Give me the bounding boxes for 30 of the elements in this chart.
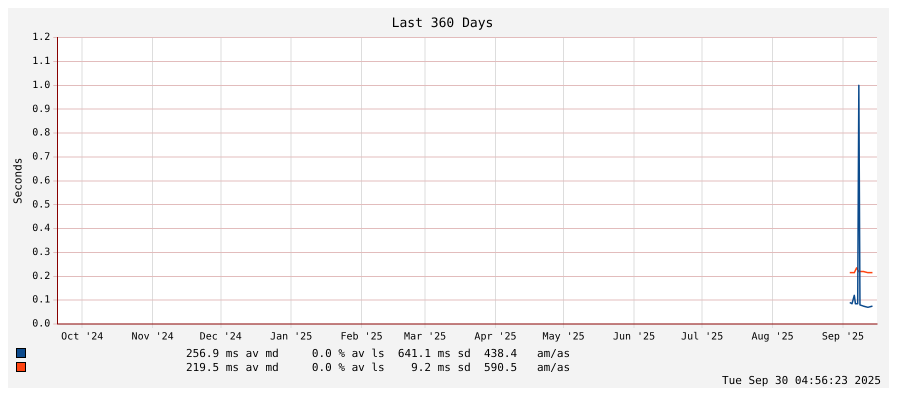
x-tick-label: Sep '25 bbox=[822, 332, 864, 343]
y-tick-label: 0.0 bbox=[32, 318, 50, 330]
x-tick-label: Mar '25 bbox=[404, 332, 446, 343]
chart-title: Last 360 Days bbox=[392, 16, 494, 32]
x-tick-label: Feb '25 bbox=[340, 332, 383, 343]
x-tick-label: Jun '25 bbox=[612, 332, 656, 343]
x-tick-label: Nov '24 bbox=[132, 332, 174, 343]
x-tick-label: Dec '24 bbox=[200, 332, 242, 343]
y-tick-label: 0.1 bbox=[32, 294, 50, 306]
y-tick-label: 0.5 bbox=[32, 199, 50, 210]
y-tick-label: 0.7 bbox=[32, 152, 50, 163]
y-tick-label: 1.1 bbox=[32, 56, 50, 68]
x-tick-label: Oct '24 bbox=[61, 332, 104, 343]
y-tick-label: 1.0 bbox=[32, 80, 50, 91]
x-tick-label: Jan '25 bbox=[270, 332, 312, 343]
x-tick-label: Aug '25 bbox=[751, 332, 794, 343]
y-tick-label: 0.8 bbox=[32, 128, 50, 139]
x-tick-label: May '25 bbox=[542, 332, 585, 343]
x-tick-label: Apr '25 bbox=[474, 332, 517, 343]
y-tick-label: 0.3 bbox=[32, 246, 50, 258]
text: 256.9 ms av md 0.0 % av ls 641.1 ms sd 438.4 am/as bbox=[186, 346, 570, 360]
text: Tue Sep 30 04:56:23 2025 bbox=[721, 374, 882, 387]
y-axis-title: Seconds bbox=[11, 158, 24, 204]
y-tick-label: 0.9 bbox=[32, 104, 50, 115]
y-tick-label: 0.6 bbox=[32, 175, 50, 186]
y-tick-label: 1.2 bbox=[32, 32, 50, 44]
y-tick-label: 0.2 bbox=[32, 270, 50, 282]
x-tick-label: Jul '25 bbox=[681, 332, 724, 343]
y-tick-label: 0.4 bbox=[32, 223, 50, 234]
text: 219.5 ms av md 0.0 % av ls 9.2 ms sd 590.5 am/as bbox=[186, 360, 570, 374]
